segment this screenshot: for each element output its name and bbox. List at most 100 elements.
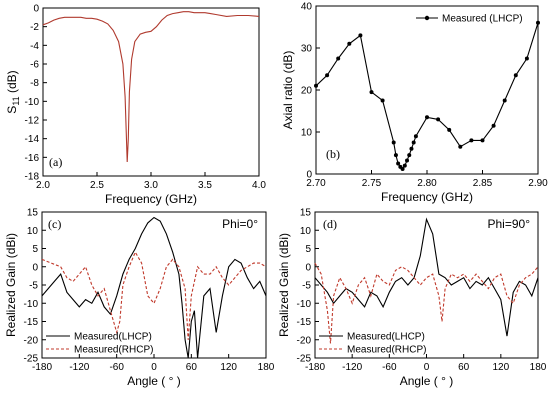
x-axis-label: Angle ( ° ) — [400, 374, 453, 388]
y-tick-label: 20 — [301, 86, 313, 97]
data-point — [396, 161, 401, 166]
data-point — [447, 127, 452, 132]
x-tick-label: 3.0 — [144, 180, 158, 191]
y-axis-label: Realized Gain (dBi) — [4, 233, 18, 337]
y-tick-label: 10 — [27, 226, 39, 237]
x-tick-label: 0 — [151, 362, 157, 373]
x-tick-label: 60 — [458, 362, 470, 373]
x-tick-label: 2.0 — [36, 180, 50, 191]
phi-annotation: Phi=90° — [488, 217, 531, 231]
series-line-measured-lhcp- — [41, 216, 267, 359]
data-point — [513, 73, 518, 78]
panel-tag: (d) — [323, 217, 337, 231]
y-tick-label: 40 — [301, 2, 313, 13]
data-point — [393, 153, 398, 158]
legend-marker — [424, 15, 430, 21]
data-point — [325, 73, 330, 78]
x-tick-label: 0 — [424, 362, 430, 373]
y-tick-label: 0 — [306, 170, 312, 181]
panel-tag: (b) — [326, 147, 340, 161]
data-point — [536, 20, 540, 25]
y-tick-label: -15 — [24, 317, 39, 328]
y-tick-label: -5 — [302, 281, 311, 292]
y-tick-label: -15 — [297, 317, 312, 328]
y-tick-label: 5 — [32, 244, 38, 255]
x-tick-label: -180 — [305, 362, 325, 373]
x-tick-label: -60 — [382, 362, 397, 373]
x-tick-label: 2.85 — [473, 178, 493, 189]
data-point — [358, 33, 363, 38]
y-tick-label: -8 — [30, 78, 39, 89]
x-tick-label: 120 — [220, 362, 237, 373]
legend-label: Measured (LHCP) — [442, 14, 523, 25]
x-axis-label: Frequency (GHz) — [105, 192, 197, 206]
panel-tag: (a) — [49, 155, 62, 169]
series-line-measured-rhcp- — [314, 262, 539, 344]
plot-frame — [42, 7, 260, 177]
x-tick-label: 2.70 — [306, 178, 326, 189]
y-tick-label: -14 — [25, 134, 40, 145]
y-tick-label: 10 — [301, 128, 313, 139]
y-tick-label: 0 — [33, 4, 39, 15]
x-tick-label: 2.75 — [362, 178, 382, 189]
legend-label: Measured(LHCP) — [74, 332, 152, 343]
data-point — [347, 41, 352, 46]
y-tick-label: -5 — [29, 281, 38, 292]
y-axis-label: Axial ratio (dB) — [281, 51, 295, 130]
x-tick-label: -180 — [32, 362, 52, 373]
data-point — [314, 83, 318, 88]
data-point — [480, 138, 485, 143]
y-tick-label: 30 — [301, 44, 313, 55]
chart-panel-c: -180 -120 -60 0 60 120 180 15 10 5 0 -5 -10 -15 -20 -25… — [4, 208, 275, 389]
y-tick-label: -20 — [24, 335, 39, 346]
data-point — [413, 134, 418, 139]
chart-panel-a: 2.0 2.5 3.0 3.5 4.0 0 -2 -4 -6 -8 -10 -12 -14 -16 -18 F… — [5, 4, 266, 207]
data-point — [524, 56, 529, 61]
y-tick-label: -6 — [30, 60, 39, 71]
x-tick-label: 2.90 — [528, 178, 548, 189]
data-point — [407, 153, 412, 158]
y-axis-label: S11 (dB) — [5, 70, 21, 113]
y-axis-label-main: S — [5, 106, 19, 114]
y-axis-label-subscript: 11 — [11, 96, 21, 105]
data-point — [336, 56, 341, 61]
plot-frame — [315, 5, 539, 175]
data-point — [458, 144, 463, 149]
data-point — [469, 138, 474, 143]
data-point — [409, 146, 414, 151]
x-tick-label: 3.5 — [198, 180, 212, 191]
x-tick-label: 4.0 — [252, 180, 266, 191]
y-tick-label: 15 — [27, 208, 39, 219]
y-tick-label: -2 — [30, 22, 39, 33]
y-tick-label: -10 — [24, 299, 39, 310]
y-tick-label: 0 — [305, 262, 311, 273]
series-line-main — [42, 11, 260, 163]
x-tick-label: -60 — [109, 362, 124, 373]
y-tick-label: -25 — [24, 354, 39, 365]
data-point — [400, 166, 405, 171]
data-point — [502, 98, 507, 103]
y-tick-label: 10 — [300, 226, 312, 237]
y-axis-label-unit: (dB) — [5, 70, 19, 96]
x-tick-label: 120 — [492, 362, 509, 373]
legend-label: Measured(RHCP) — [74, 345, 153, 356]
x-tick-label: 2.80 — [417, 178, 437, 189]
data-point — [402, 163, 407, 168]
y-tick-label: -10 — [25, 97, 40, 108]
series-line-measured-lhcp- — [314, 217, 539, 337]
data-point — [411, 140, 416, 145]
y-tick-label: -18 — [25, 172, 40, 183]
x-tick-label: -120 — [342, 362, 362, 373]
data-point — [491, 123, 496, 128]
x-axis-label: Frequency (GHz) — [381, 190, 473, 204]
data-point — [425, 115, 429, 120]
y-tick-label: -25 — [297, 354, 312, 365]
y-axis-label: Realized Gain (dBi) — [277, 233, 291, 337]
legend-label: Measured(LHCP) — [347, 332, 425, 343]
x-tick-label: 60 — [186, 362, 198, 373]
x-tick-label: 180 — [258, 362, 275, 373]
x-tick-label: 2.5 — [90, 180, 104, 191]
chart-panel-d: -180 -120 -60 0 60 120 180 15 10 5 0 -5 -10 -15 -20 -25… — [277, 208, 547, 389]
legend-label: Measured(RHCP) — [347, 345, 426, 356]
